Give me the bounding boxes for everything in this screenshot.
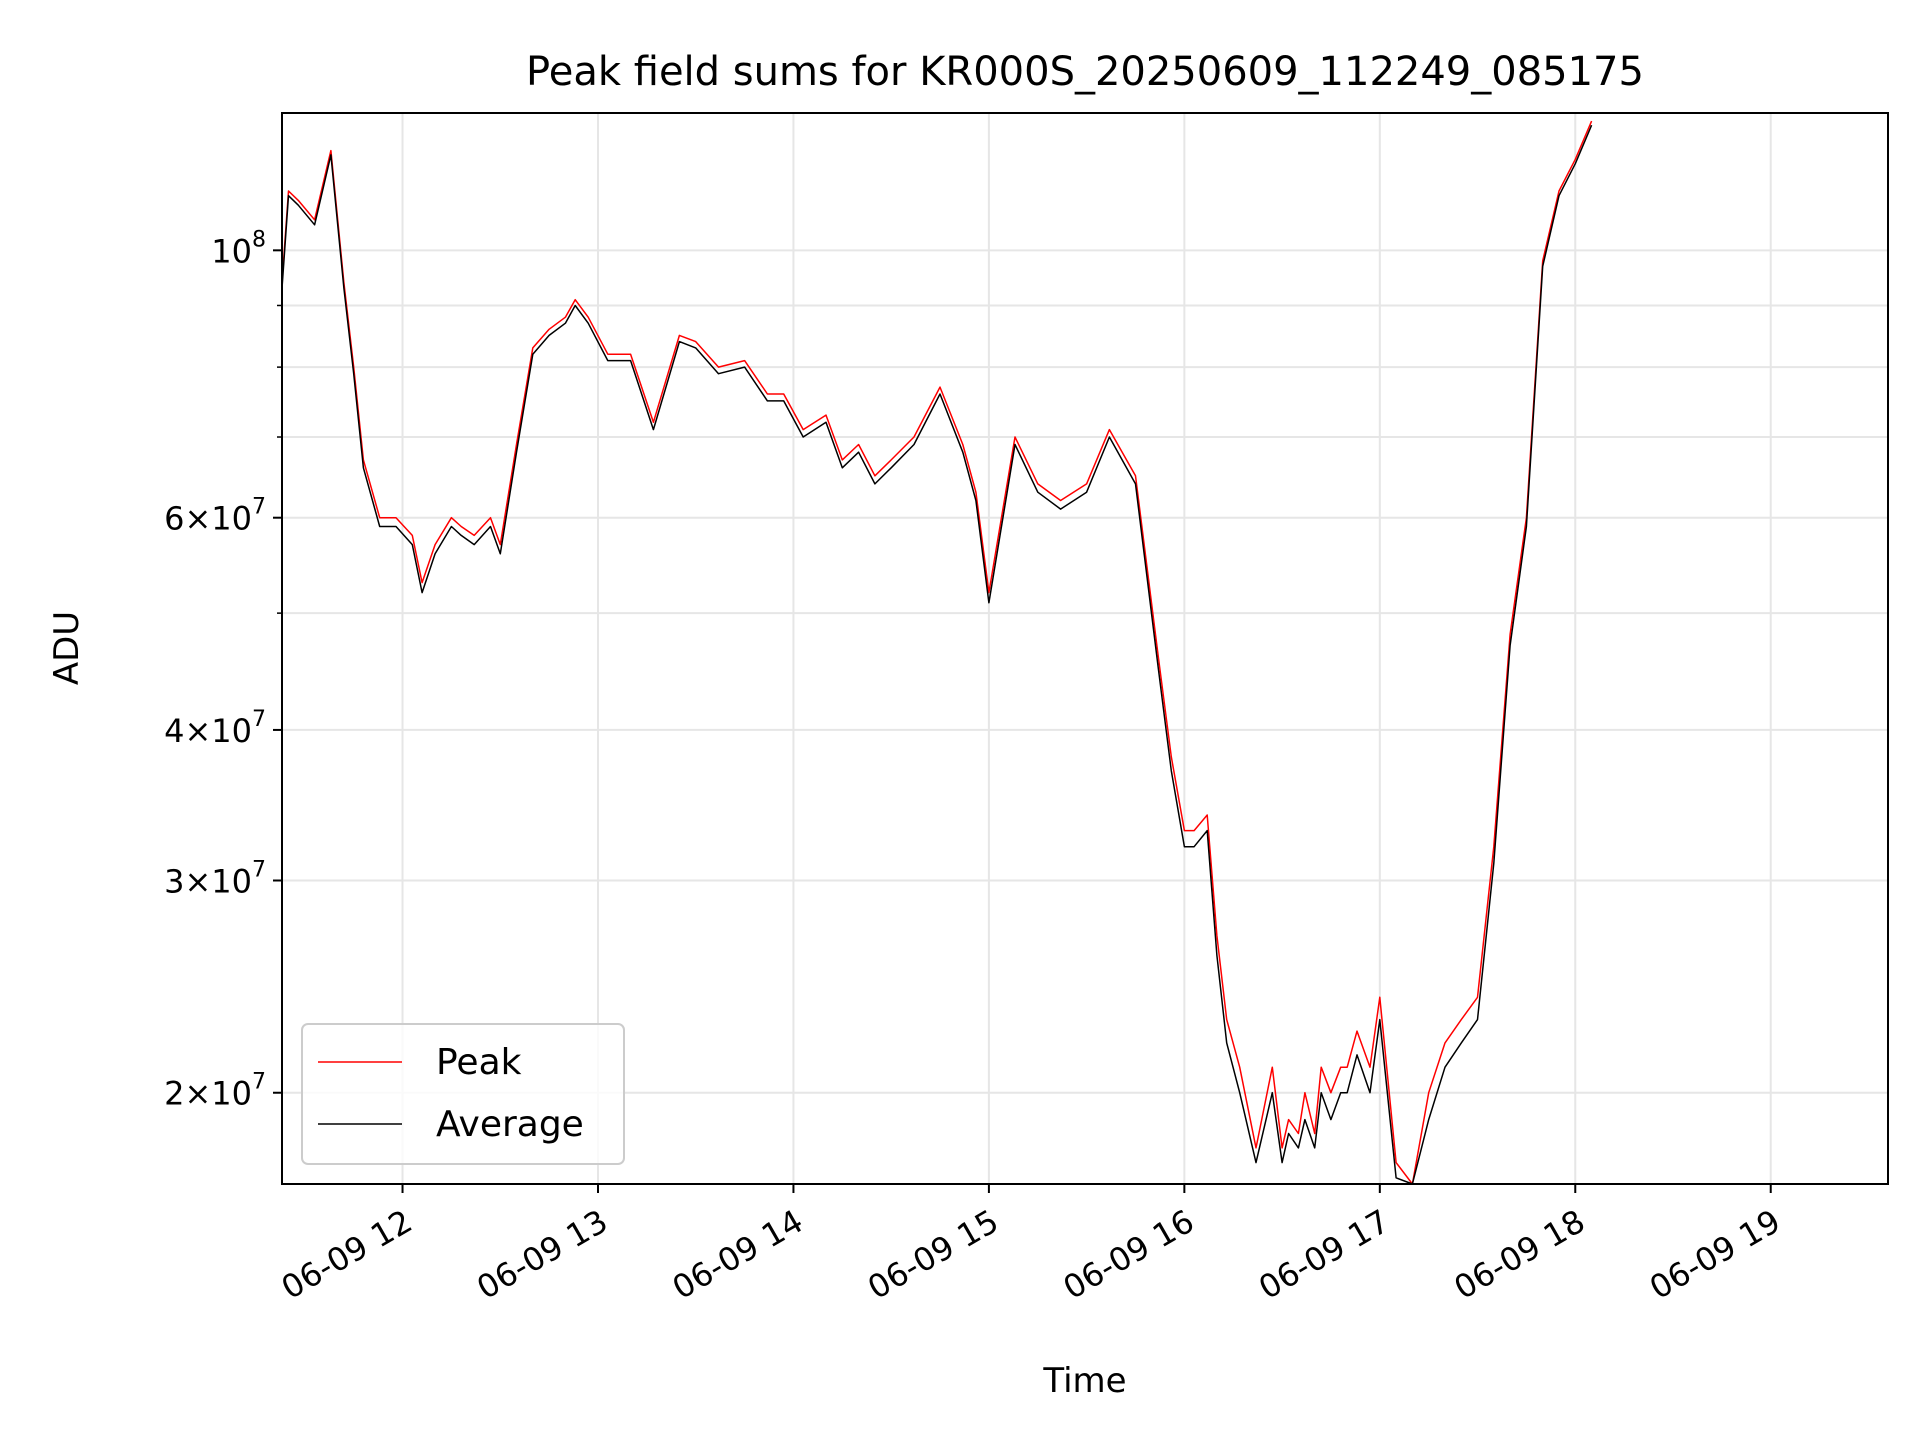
- legend-average-label: Average: [436, 1104, 584, 1145]
- legend-box: [301, 1023, 625, 1165]
- x-tick-label: 06-09 12: [275, 1202, 419, 1307]
- y-axis: 2×107 3×107 4×107 6×107 108: [164, 227, 282, 1113]
- y-tick-label: 3×107: [164, 858, 266, 901]
- y-axis-label: ADU: [47, 611, 87, 685]
- series-line-peak: [281, 120, 1593, 1185]
- y-tick-label: 2×107: [164, 1070, 266, 1113]
- y-tick-label: 108: [211, 227, 266, 270]
- series-layer: [281, 120, 1593, 1185]
- x-tick-label: 06-09 17: [1252, 1202, 1396, 1307]
- x-tick-label: 06-09 14: [666, 1202, 810, 1307]
- x-tick-label: 06-09 13: [470, 1202, 614, 1307]
- chart-title: Peak field sums for KR000S_20250609_1122…: [526, 49, 1644, 95]
- grid: [282, 113, 1888, 1184]
- x-tick-label: 06-09 19: [1643, 1202, 1787, 1307]
- x-tick-label: 06-09 18: [1448, 1202, 1592, 1307]
- x-axis-label: Time: [1042, 1361, 1126, 1401]
- y-tick-label: 4×107: [164, 707, 266, 750]
- x-axis: 06-09 12 06-09 13 06-09 14 06-09 15 06-09 16…: [275, 1184, 1787, 1307]
- x-tick-label: 06-09 15: [861, 1202, 1005, 1307]
- x-tick-label: 06-09 16: [1057, 1202, 1201, 1307]
- legend-peak-label: Peak: [436, 1042, 522, 1083]
- y-tick-label: 6×107: [164, 495, 266, 538]
- series-line-average: [281, 124, 1593, 1185]
- legend: Peak Average: [301, 1023, 625, 1165]
- plot-frame: [281, 112, 1889, 1185]
